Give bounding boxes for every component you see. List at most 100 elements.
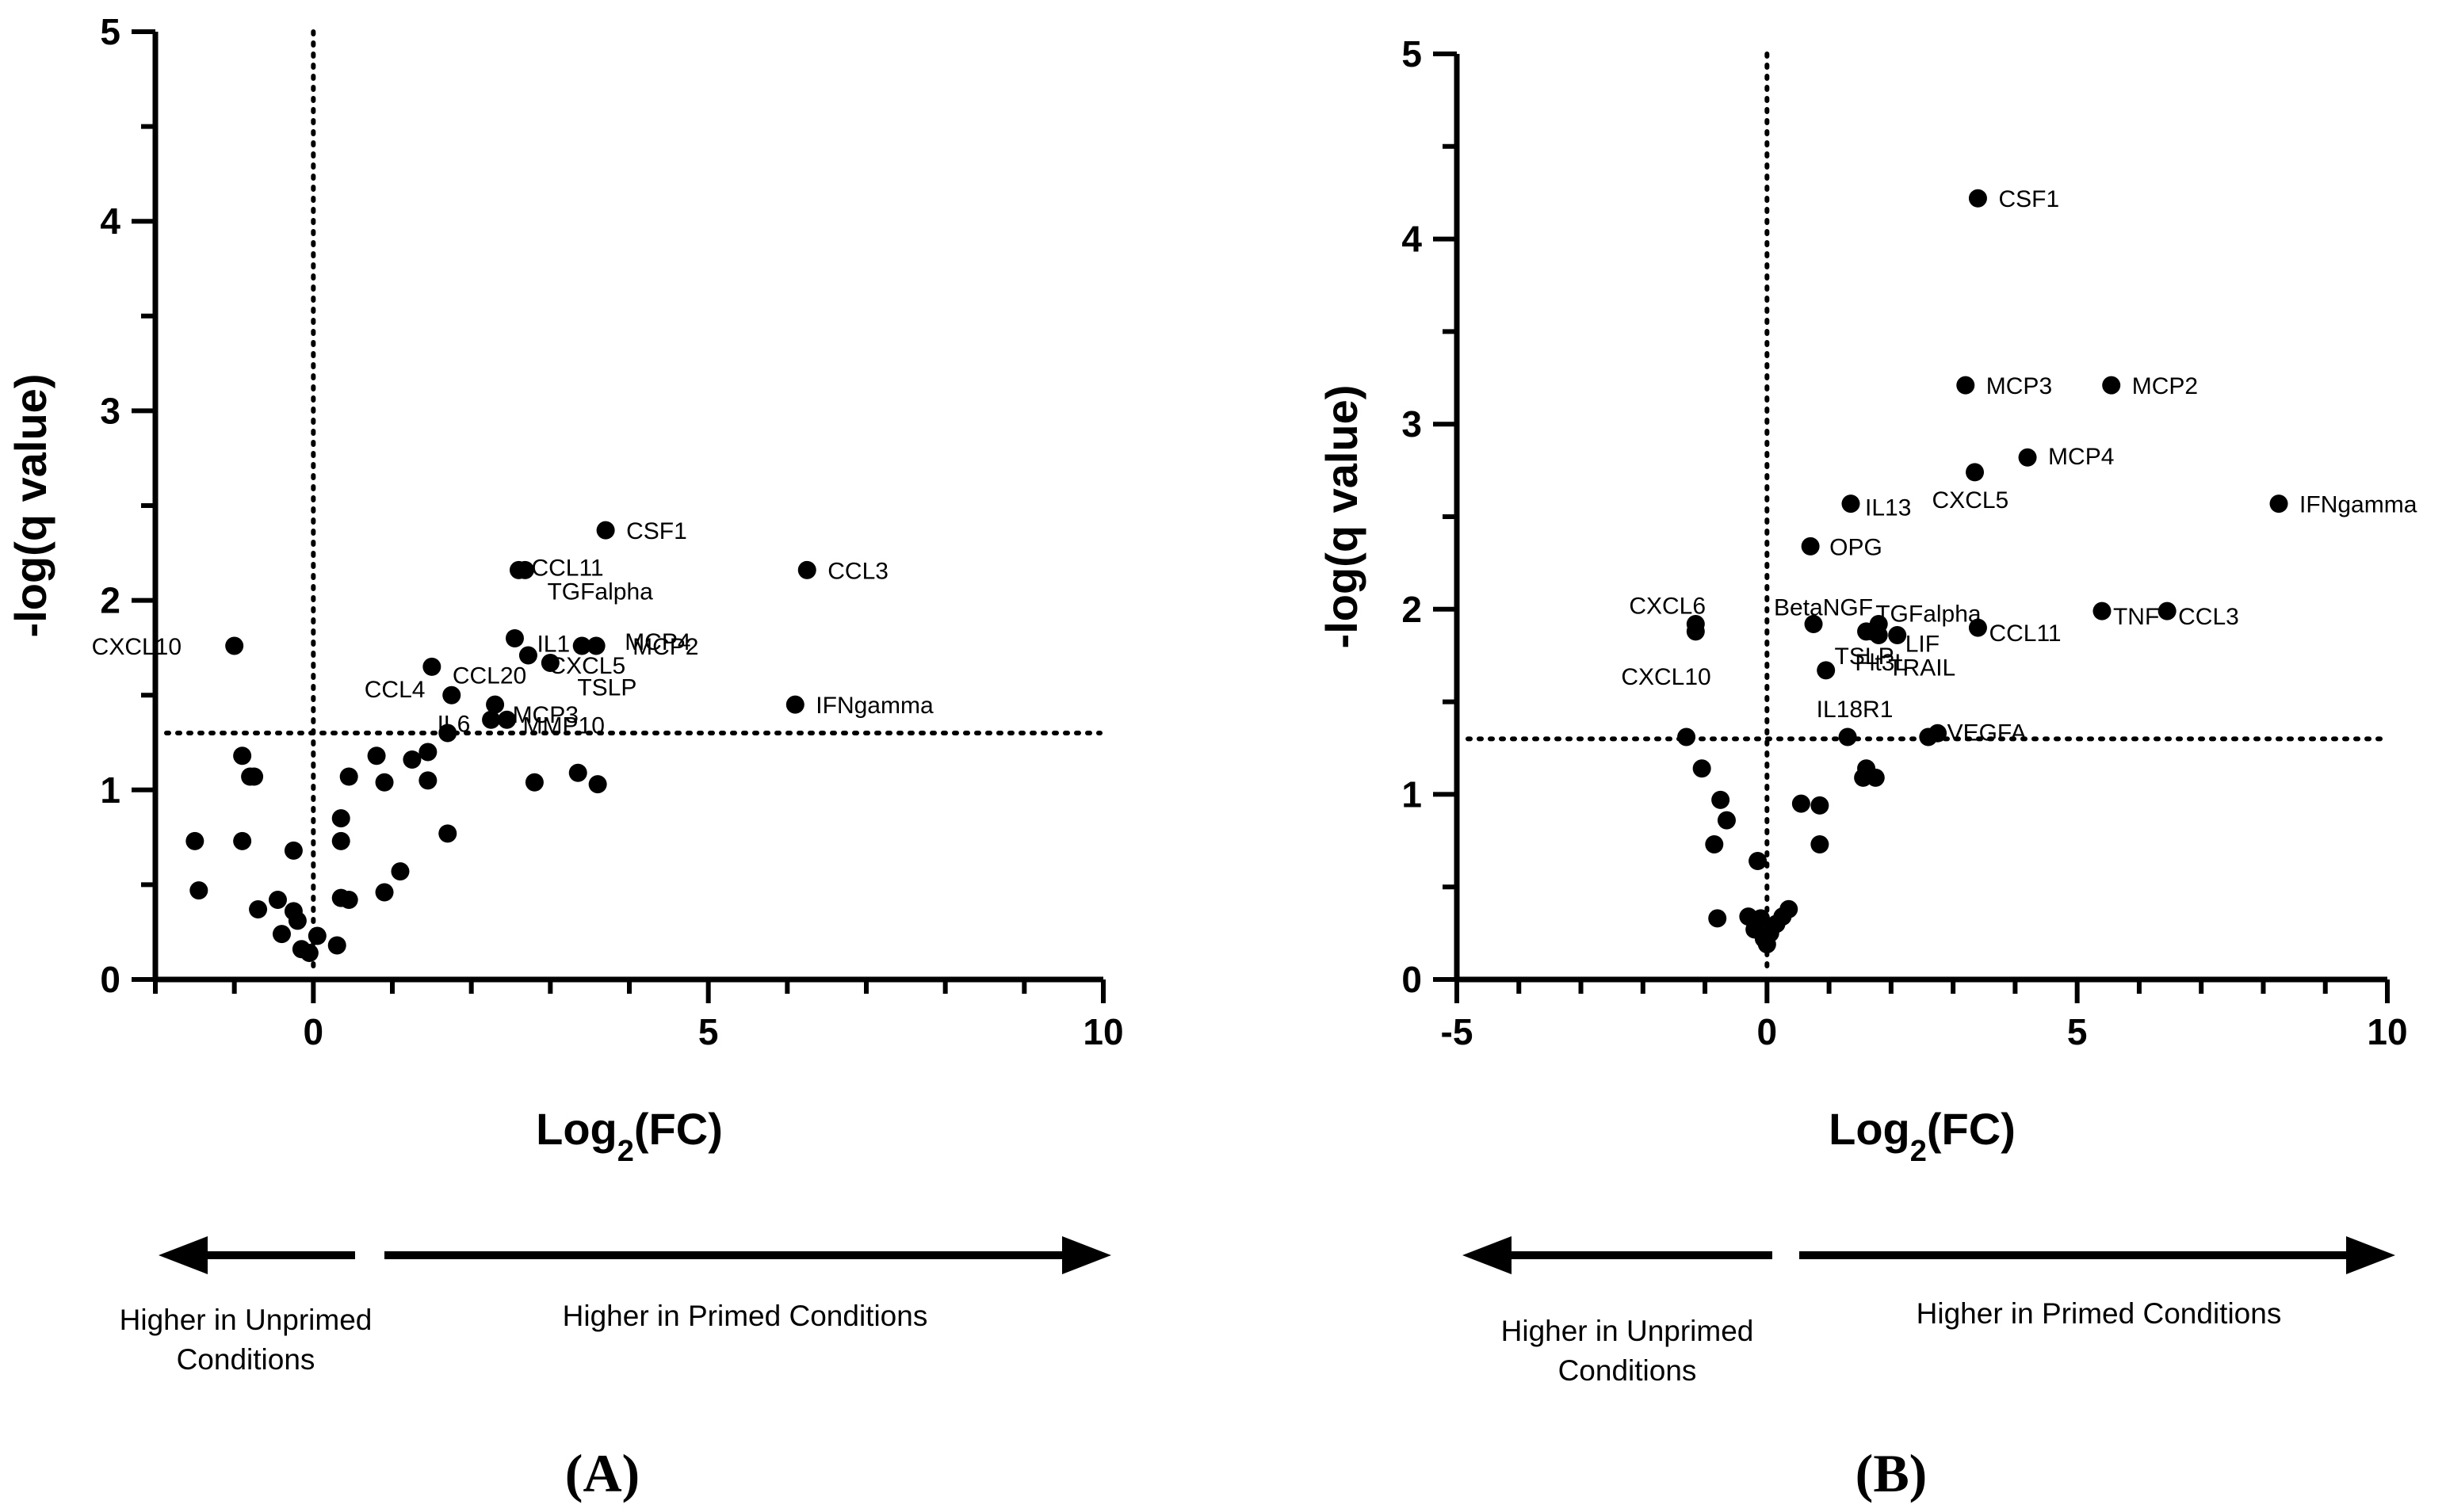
- primed-text: Higher in Primed Conditions: [563, 1300, 928, 1332]
- data-point: [1810, 834, 1829, 853]
- point-label: Flt3L: [1855, 650, 1908, 676]
- data-point: [1817, 661, 1836, 680]
- data-point: [1717, 811, 1736, 830]
- y-tick-label: 5: [100, 11, 120, 52]
- data-point: [1705, 834, 1724, 853]
- data-point: [1956, 376, 1975, 395]
- data-point: [518, 646, 537, 665]
- data-point: [422, 657, 441, 676]
- point-label: IL13: [1865, 495, 1911, 521]
- data-point: [268, 891, 287, 910]
- data-point: [2102, 376, 2121, 395]
- point-label: IL1: [537, 631, 570, 657]
- unprimed-text-line2: Conditions: [177, 1343, 315, 1376]
- point-label: CXCL10: [92, 634, 182, 660]
- right-arrow-head: [1062, 1236, 1111, 1274]
- data-point: [482, 710, 501, 729]
- y-tick-label: 3: [100, 390, 120, 431]
- point-label: TGFalpha: [1875, 601, 1982, 627]
- x-axis-title-sub: 2: [1910, 1135, 1927, 1168]
- data-point: [339, 767, 358, 786]
- data-point: [2269, 494, 2288, 514]
- point-label: TSLP: [577, 675, 636, 701]
- x-tick-label: 5: [698, 1011, 719, 1052]
- data-point: [189, 881, 208, 900]
- data-point: [249, 899, 268, 918]
- data-point: [403, 750, 422, 769]
- data-point: [272, 925, 291, 944]
- point-label: LIF: [1905, 632, 1940, 658]
- y-tick-label: 4: [100, 200, 120, 242]
- data-point: [588, 775, 607, 794]
- primed-text: Higher in Primed Conditions: [1917, 1297, 2282, 1330]
- data-point: [1749, 851, 1768, 870]
- point-label: OPG: [1829, 534, 1882, 560]
- data-point: [1968, 189, 1987, 208]
- data-point: [331, 809, 350, 828]
- x-axis-title-tail: (FC): [634, 1104, 723, 1154]
- data-point: [375, 773, 394, 792]
- y-tick-label: 3: [1401, 403, 1422, 445]
- x-axis-title: Log2(FC): [1829, 1104, 2016, 1168]
- y-tick-label: 4: [1401, 219, 1422, 260]
- data-point: [185, 831, 204, 850]
- y-tick-label: 1: [1401, 773, 1422, 815]
- y-tick-label: 5: [1401, 33, 1422, 74]
- point-label: CCL4: [365, 677, 426, 703]
- point-label: CXCL5: [548, 653, 625, 679]
- point-label: CXCL5: [1932, 487, 2009, 514]
- x-tick-label: 10: [1083, 1011, 1123, 1052]
- point-label: CXCL10: [1621, 664, 1710, 690]
- data-point: [284, 841, 303, 860]
- data-point: [233, 831, 252, 850]
- data-point: [1801, 536, 1820, 556]
- data-point: [367, 746, 386, 766]
- point-label: CCL11: [1989, 620, 2061, 647]
- point-label: CCL3: [827, 558, 889, 584]
- data-point: [442, 685, 461, 704]
- data-point: [308, 926, 327, 945]
- y-tick-label: 2: [1401, 589, 1422, 630]
- x-tick-label: 0: [1757, 1011, 1778, 1052]
- data-point: [1711, 790, 1730, 809]
- data-point: [1966, 463, 1985, 482]
- point-label: CSF1: [1998, 186, 2059, 212]
- data-point: [797, 560, 816, 579]
- data-point: [245, 767, 264, 786]
- data-point: [498, 710, 517, 729]
- data-point: [438, 824, 457, 843]
- data-point: [1677, 727, 1696, 746]
- data-point: [1791, 794, 1810, 813]
- point-label: CCL3: [2178, 604, 2239, 630]
- x-tick-label: 0: [304, 1011, 324, 1052]
- x-axis-title-main: Log: [536, 1104, 617, 1154]
- unprimed-text-line1: Higher in Unprimed: [120, 1304, 373, 1336]
- data-point: [438, 724, 457, 743]
- point-label: MCP4: [2048, 444, 2114, 470]
- left-arrow-head: [1462, 1236, 1512, 1274]
- data-point: [1804, 614, 1823, 633]
- point-label: TSLP: [1835, 643, 1894, 670]
- data-point: [1838, 727, 1857, 746]
- data-point: [331, 831, 350, 850]
- data-point: [1869, 626, 1888, 645]
- y-tick-label: 0: [100, 959, 120, 1000]
- data-point: [1686, 622, 1705, 641]
- data-point: [225, 636, 244, 655]
- y-tick-label: 2: [100, 580, 120, 621]
- data-point: [1841, 494, 1860, 514]
- point-label: MCP3: [1986, 373, 2052, 399]
- data-point: [1757, 935, 1776, 954]
- point-label: TGFalpha: [547, 578, 653, 605]
- data-point: [568, 763, 587, 782]
- unprimed-text-line1: Higher in Unprimed: [1501, 1315, 1754, 1347]
- point-label: MMP10: [523, 712, 605, 739]
- point-label: TRAIL: [1888, 655, 1955, 682]
- point-label: CSF1: [626, 518, 687, 544]
- data-point: [1810, 796, 1829, 815]
- unprimed-text-line2: Conditions: [1558, 1354, 1697, 1387]
- x-tick-label: 5: [2067, 1011, 2088, 1052]
- data-point: [1708, 909, 1727, 928]
- data-point: [300, 944, 319, 963]
